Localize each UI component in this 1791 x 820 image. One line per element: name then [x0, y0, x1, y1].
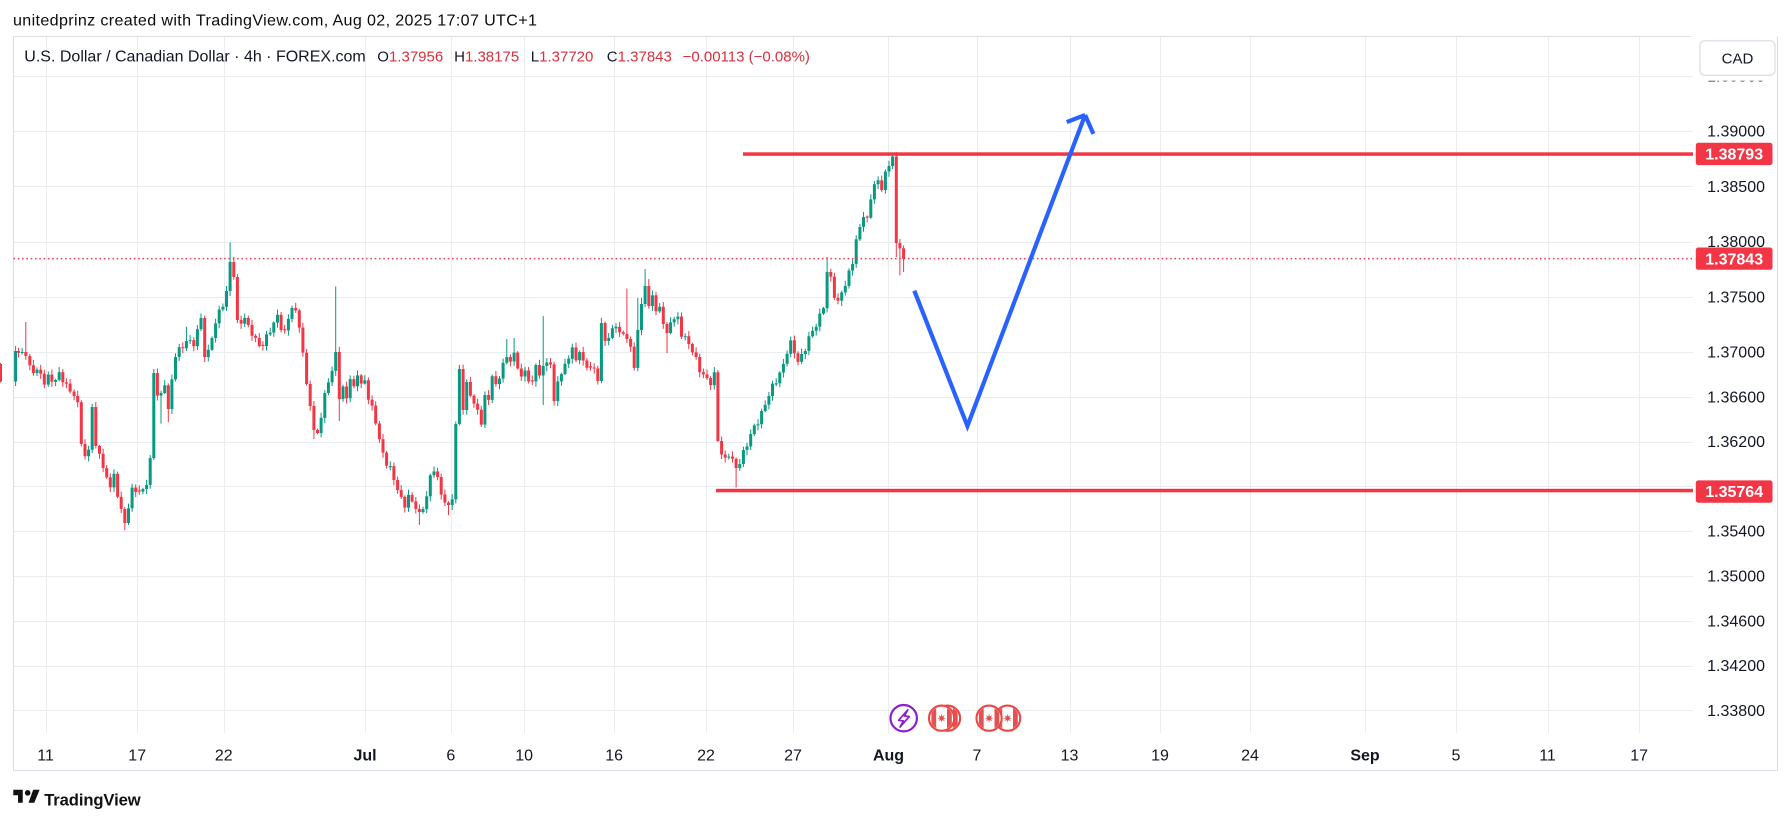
svg-text:H1.38175: H1.38175	[454, 49, 519, 66]
svg-text:C1.37843: C1.37843	[607, 49, 672, 66]
svg-text:16: 16	[605, 748, 623, 765]
svg-text:13: 13	[1061, 748, 1079, 765]
svg-text:L1.37720: L1.37720	[531, 49, 594, 66]
svg-text:6: 6	[446, 748, 455, 765]
svg-text:1.36200: 1.36200	[1707, 434, 1765, 451]
svg-text:1.34600: 1.34600	[1707, 613, 1765, 630]
svg-text:24: 24	[1241, 748, 1259, 765]
svg-text:1.37000: 1.37000	[1707, 345, 1765, 362]
svg-text:19: 19	[1151, 748, 1169, 765]
svg-text:22: 22	[697, 748, 715, 765]
svg-text:1.37500: 1.37500	[1707, 289, 1765, 306]
svg-text:1.33800: 1.33800	[1707, 703, 1765, 720]
svg-text:10: 10	[515, 748, 533, 765]
svg-text:CAD: CAD	[1722, 51, 1754, 68]
svg-text:unitedprinz created with Tradi: unitedprinz created with TradingView.com…	[13, 12, 537, 30]
svg-text:1.39000: 1.39000	[1707, 124, 1765, 141]
svg-text:7: 7	[973, 748, 982, 765]
svg-text:O1.37956: O1.37956	[377, 49, 443, 66]
svg-text:1.36600: 1.36600	[1707, 389, 1765, 406]
svg-text:27: 27	[784, 748, 802, 765]
svg-text:Jul: Jul	[353, 748, 376, 765]
svg-text:TradingView: TradingView	[44, 791, 141, 810]
svg-text:17: 17	[128, 748, 146, 765]
svg-text:11: 11	[1539, 748, 1556, 765]
svg-text:U.S. Dollar / Canadian Dollar: U.S. Dollar / Canadian Dollar · 4h · FOR…	[24, 49, 365, 66]
svg-text:1.38500: 1.38500	[1707, 179, 1765, 196]
svg-text:1.35000: 1.35000	[1707, 569, 1765, 586]
svg-text:1.37843: 1.37843	[1705, 251, 1763, 268]
svg-text:22: 22	[215, 748, 233, 765]
svg-text:1.35400: 1.35400	[1707, 524, 1765, 541]
svg-text:Aug: Aug	[873, 748, 904, 765]
svg-text:1.34200: 1.34200	[1707, 658, 1765, 675]
svg-text:1.38000: 1.38000	[1707, 234, 1765, 251]
svg-text:1.38793: 1.38793	[1705, 147, 1763, 164]
svg-text:1.35764: 1.35764	[1705, 484, 1763, 501]
svg-text:17: 17	[1630, 748, 1648, 765]
svg-text:−0.00113 (−0.08%): −0.00113 (−0.08%)	[683, 49, 810, 66]
svg-text:Sep: Sep	[1350, 748, 1380, 765]
svg-text:11: 11	[37, 748, 54, 765]
svg-text:5: 5	[1451, 748, 1460, 765]
